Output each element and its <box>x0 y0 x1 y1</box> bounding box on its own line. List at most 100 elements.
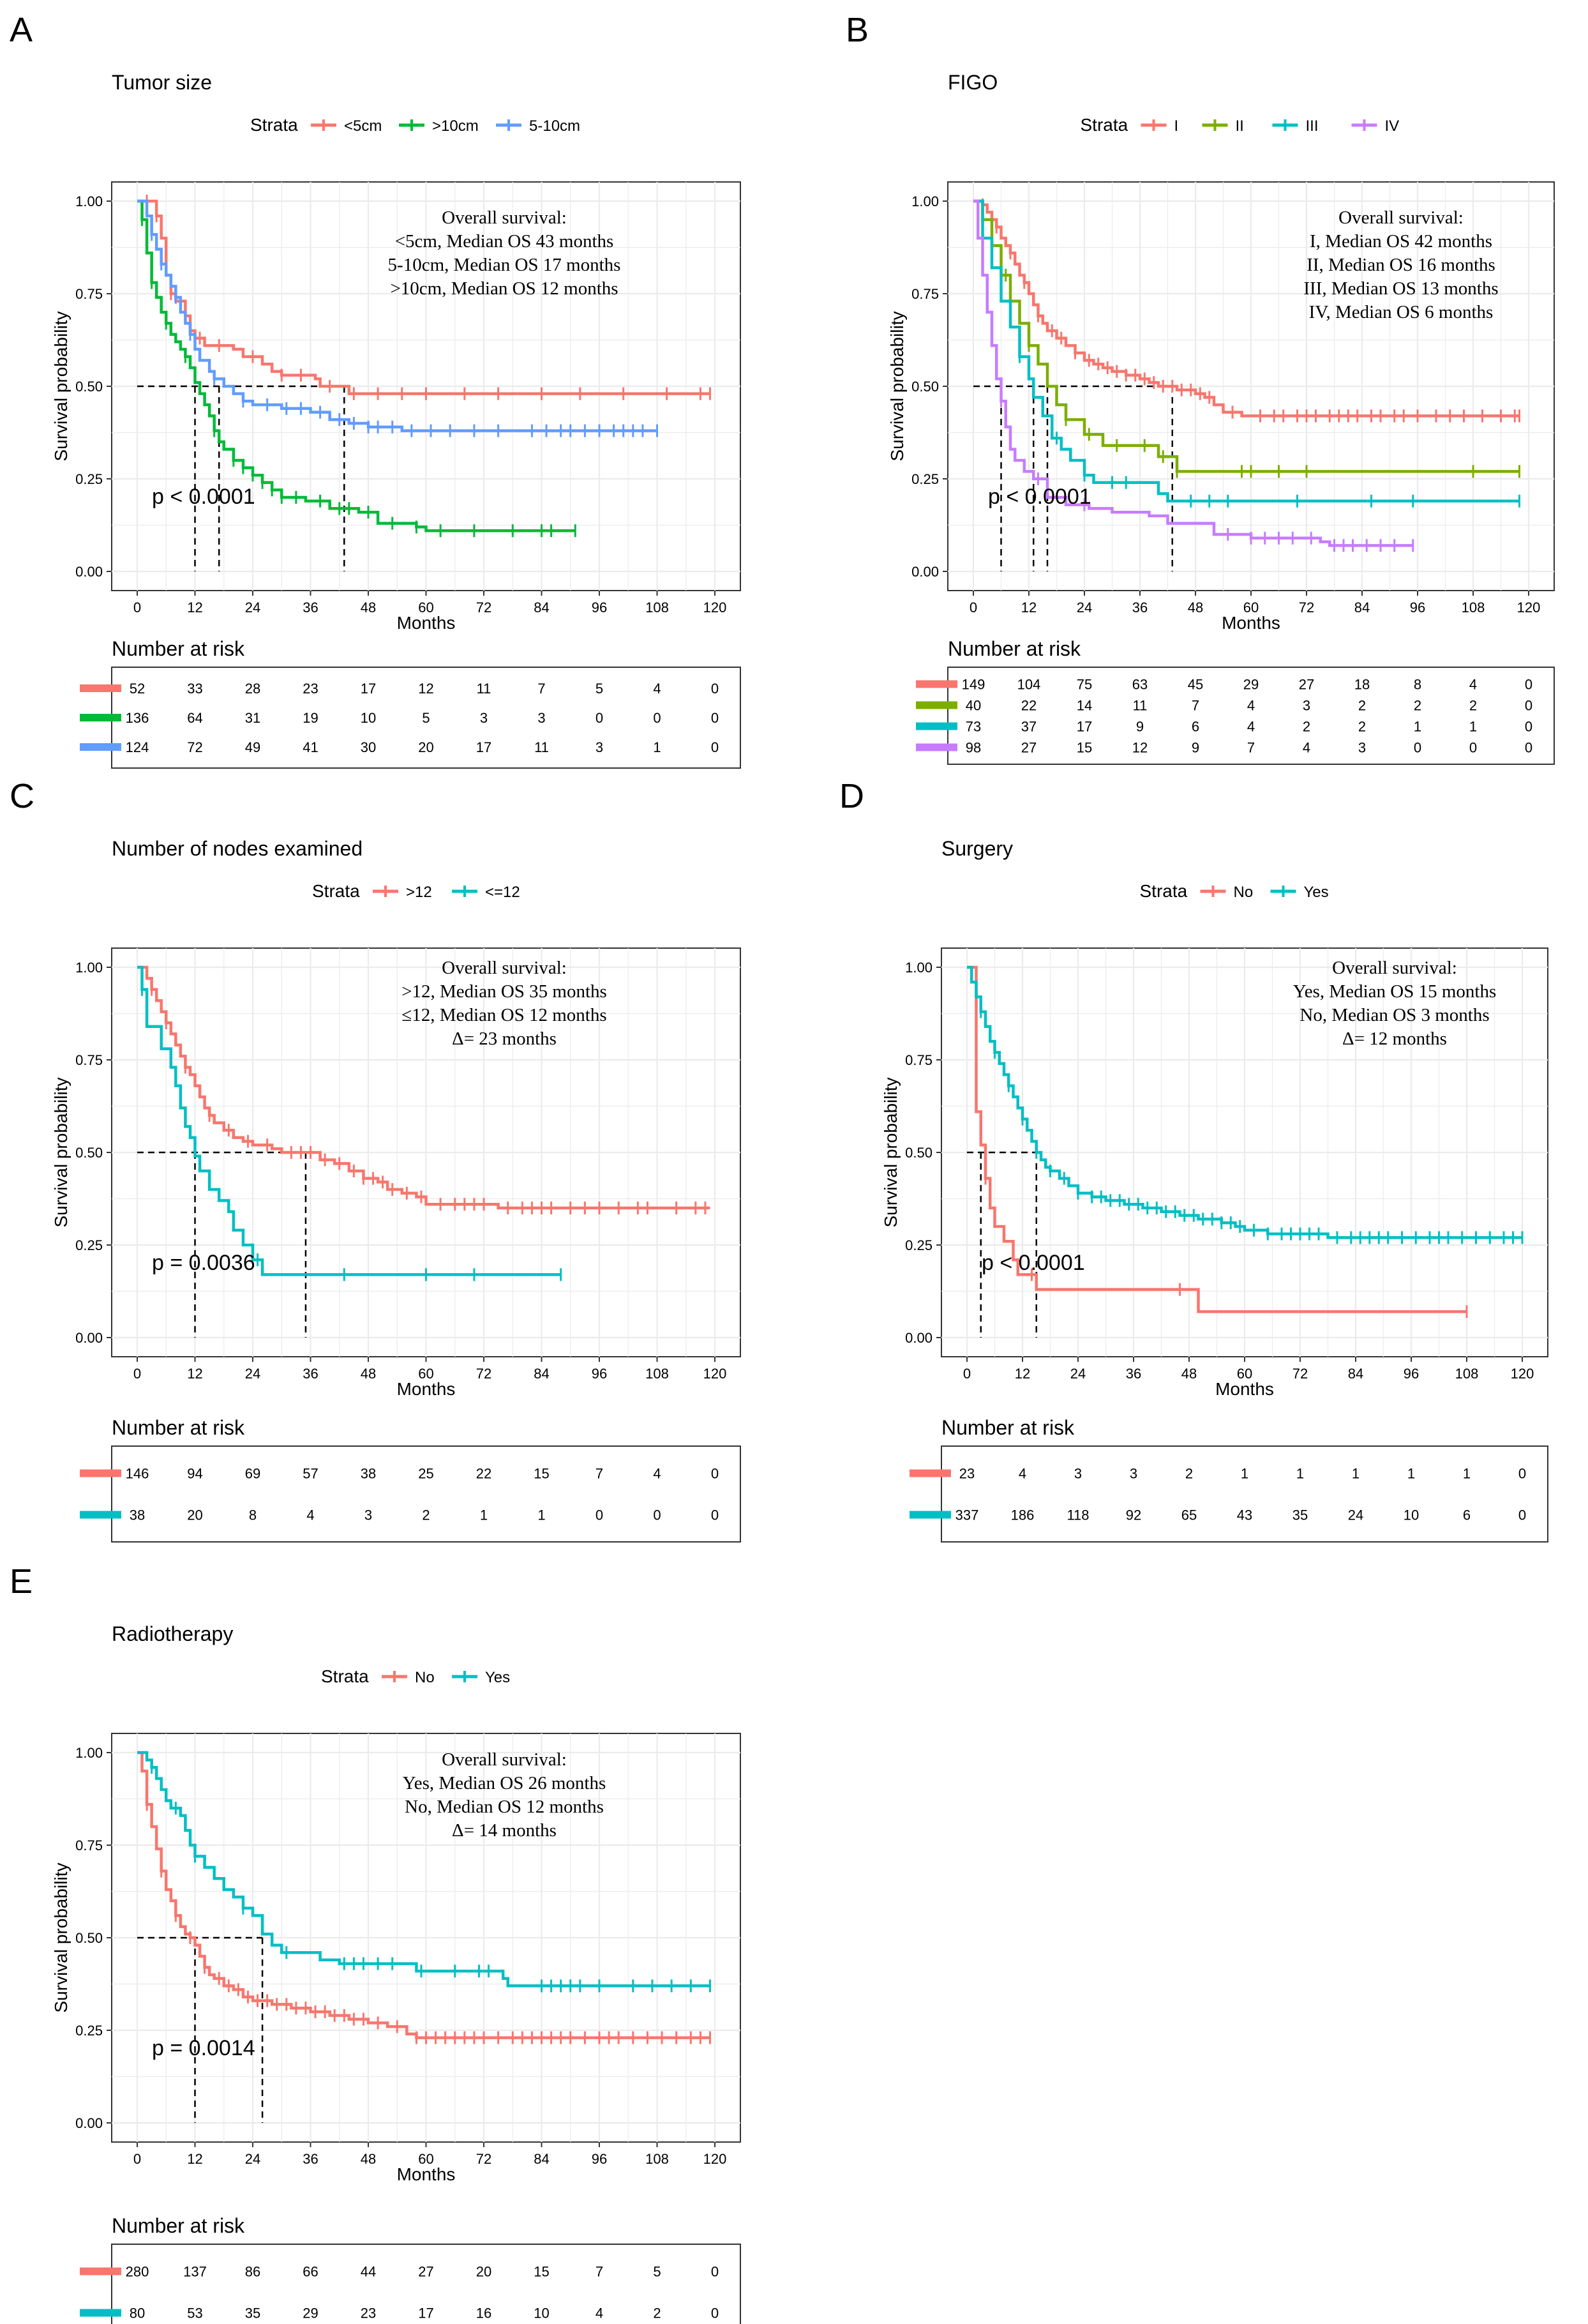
risk-cell: 1 <box>537 1507 545 1523</box>
x-tick-label: 84 <box>534 2151 549 2167</box>
risk-cell: 41 <box>303 739 318 755</box>
x-axis-label: Months <box>397 1379 456 1399</box>
risk-cell: 0 <box>1525 719 1532 735</box>
risk-cell: 7 <box>1192 698 1199 714</box>
risk-cell: 66 <box>303 2264 318 2280</box>
x-tick-label: 120 <box>1511 1366 1534 1382</box>
risk-table-frame <box>111 667 741 769</box>
risk-cell: 63 <box>1132 677 1148 693</box>
annotation-line: Overall survival: <box>1332 958 1457 978</box>
annotation-line: Yes, Median OS 15 months <box>1293 981 1497 1002</box>
chart-title: Surgery <box>941 837 1013 860</box>
y-tick-label: 0.75 <box>911 286 939 302</box>
annotation-line: ≤12, Median OS 12 months <box>401 1005 606 1025</box>
risk-cell: 92 <box>1126 1507 1141 1523</box>
annotation-line: No, Median OS 3 months <box>1300 1005 1489 1025</box>
risk-cell: 0 <box>711 1466 719 1482</box>
annotation-line: No, Median OS 12 months <box>405 1797 604 1817</box>
risk-cell: 1 <box>1241 1466 1248 1482</box>
chart-title: Radiotherapy <box>112 1622 233 1645</box>
x-tick-label: 108 <box>645 2151 669 2167</box>
x-tick-label: 60 <box>1237 1366 1252 1382</box>
annotation-line: III, Median OS 13 months <box>1303 278 1498 299</box>
annotation-line: Δ= 14 months <box>452 1820 557 1841</box>
risk-cell: 0 <box>711 681 719 697</box>
risk-cell: 45 <box>1188 677 1203 693</box>
y-tick-label: 0.25 <box>75 471 103 487</box>
y-tick-label: 1.00 <box>911 193 939 209</box>
legend-label: Yes <box>1304 884 1329 901</box>
risk-cell: 11 <box>477 681 491 697</box>
x-tick-label: 60 <box>418 2151 433 2167</box>
risk-cell: 0 <box>1525 677 1532 693</box>
risk-cell: 3 <box>480 710 488 726</box>
risk-cell: 38 <box>361 1466 376 1482</box>
y-tick-label: 1.00 <box>75 1745 103 1761</box>
risk-cell: 10 <box>361 710 376 726</box>
legend-label: No <box>1234 884 1254 901</box>
risk-cell: 1 <box>1352 1466 1360 1482</box>
risk-cell: 24 <box>1348 1507 1363 1523</box>
x-tick-label: 72 <box>476 1366 491 1382</box>
x-tick-label: 24 <box>245 2151 260 2167</box>
risk-cell: 2 <box>1185 1466 1193 1482</box>
x-tick-label: 120 <box>703 600 727 615</box>
risk-cell: 17 <box>1077 719 1092 735</box>
x-tick-label: 0 <box>133 600 141 615</box>
chart-title: Tumor size <box>112 71 212 94</box>
risk-cell: 22 <box>1021 698 1037 714</box>
risk-cell: 40 <box>966 698 981 714</box>
survival-curve-Yes <box>137 1751 710 1988</box>
risk-cell: 86 <box>245 2264 260 2280</box>
y-tick-label: 0.25 <box>75 2023 103 2039</box>
survival-curve-IV <box>973 199 1413 547</box>
risk-cell: 23 <box>361 2305 376 2321</box>
x-tick-label: 108 <box>645 1366 669 1382</box>
x-tick-label: 24 <box>1070 1366 1086 1382</box>
x-tick-label: 24 <box>1077 600 1092 615</box>
risk-cell: 1 <box>653 739 661 755</box>
risk-cell: 3 <box>364 1507 372 1523</box>
x-tick-label: 24 <box>245 1366 260 1382</box>
x-tick-label: 72 <box>476 600 491 615</box>
risk-cell: 4 <box>1469 677 1477 693</box>
survival-curve-Yes <box>967 965 1522 1239</box>
x-tick-label: 108 <box>1462 600 1485 615</box>
risk-table-title: Number at risk <box>112 2214 245 2237</box>
y-axis-label: Survival probability <box>887 312 907 462</box>
y-tick-label: 0.00 <box>905 1330 933 1346</box>
risk-cell: 1 <box>1469 719 1477 735</box>
risk-table-title: Number at risk <box>112 637 245 660</box>
risk-cell: 3 <box>1303 698 1310 714</box>
risk-cell: 3 <box>1074 1466 1082 1482</box>
y-tick-label: 0.50 <box>905 1145 933 1161</box>
risk-cell: 2 <box>1469 698 1477 714</box>
x-tick-label: 12 <box>1021 600 1037 615</box>
x-tick-label: 0 <box>970 600 977 615</box>
risk-cell: 3 <box>1130 1466 1137 1482</box>
risk-cell: 280 <box>126 2264 149 2280</box>
legend-label: IV <box>1385 117 1400 135</box>
risk-cell: 0 <box>1525 740 1532 756</box>
risk-cell: 4 <box>1247 698 1255 714</box>
y-tick-label: 0.50 <box>75 379 103 395</box>
legend-label: No <box>415 1669 435 1686</box>
risk-cell: 25 <box>418 1466 433 1482</box>
legend-title: Strata <box>321 1666 369 1686</box>
risk-cell: 65 <box>1181 1507 1197 1523</box>
risk-cell: 4 <box>1247 719 1255 735</box>
legend-label: >12 <box>406 884 432 901</box>
y-tick-label: 1.00 <box>905 960 933 976</box>
x-axis-label: Months <box>1215 1379 1274 1399</box>
risk-cell: 0 <box>1518 1466 1526 1482</box>
p-value: p = 0.0036 <box>152 1251 255 1275</box>
legend-label: III <box>1306 117 1319 135</box>
survival-curve-III <box>973 199 1520 503</box>
p-value: p < 0.0001 <box>988 485 1091 509</box>
risk-cell: 0 <box>1525 698 1532 714</box>
annotation-line: Yes, Median OS 26 months <box>403 1773 606 1793</box>
annotation-line: II, Median OS 16 months <box>1307 255 1495 275</box>
panel-letter: D <box>839 777 864 815</box>
survival-curve-No <box>967 965 1467 1313</box>
